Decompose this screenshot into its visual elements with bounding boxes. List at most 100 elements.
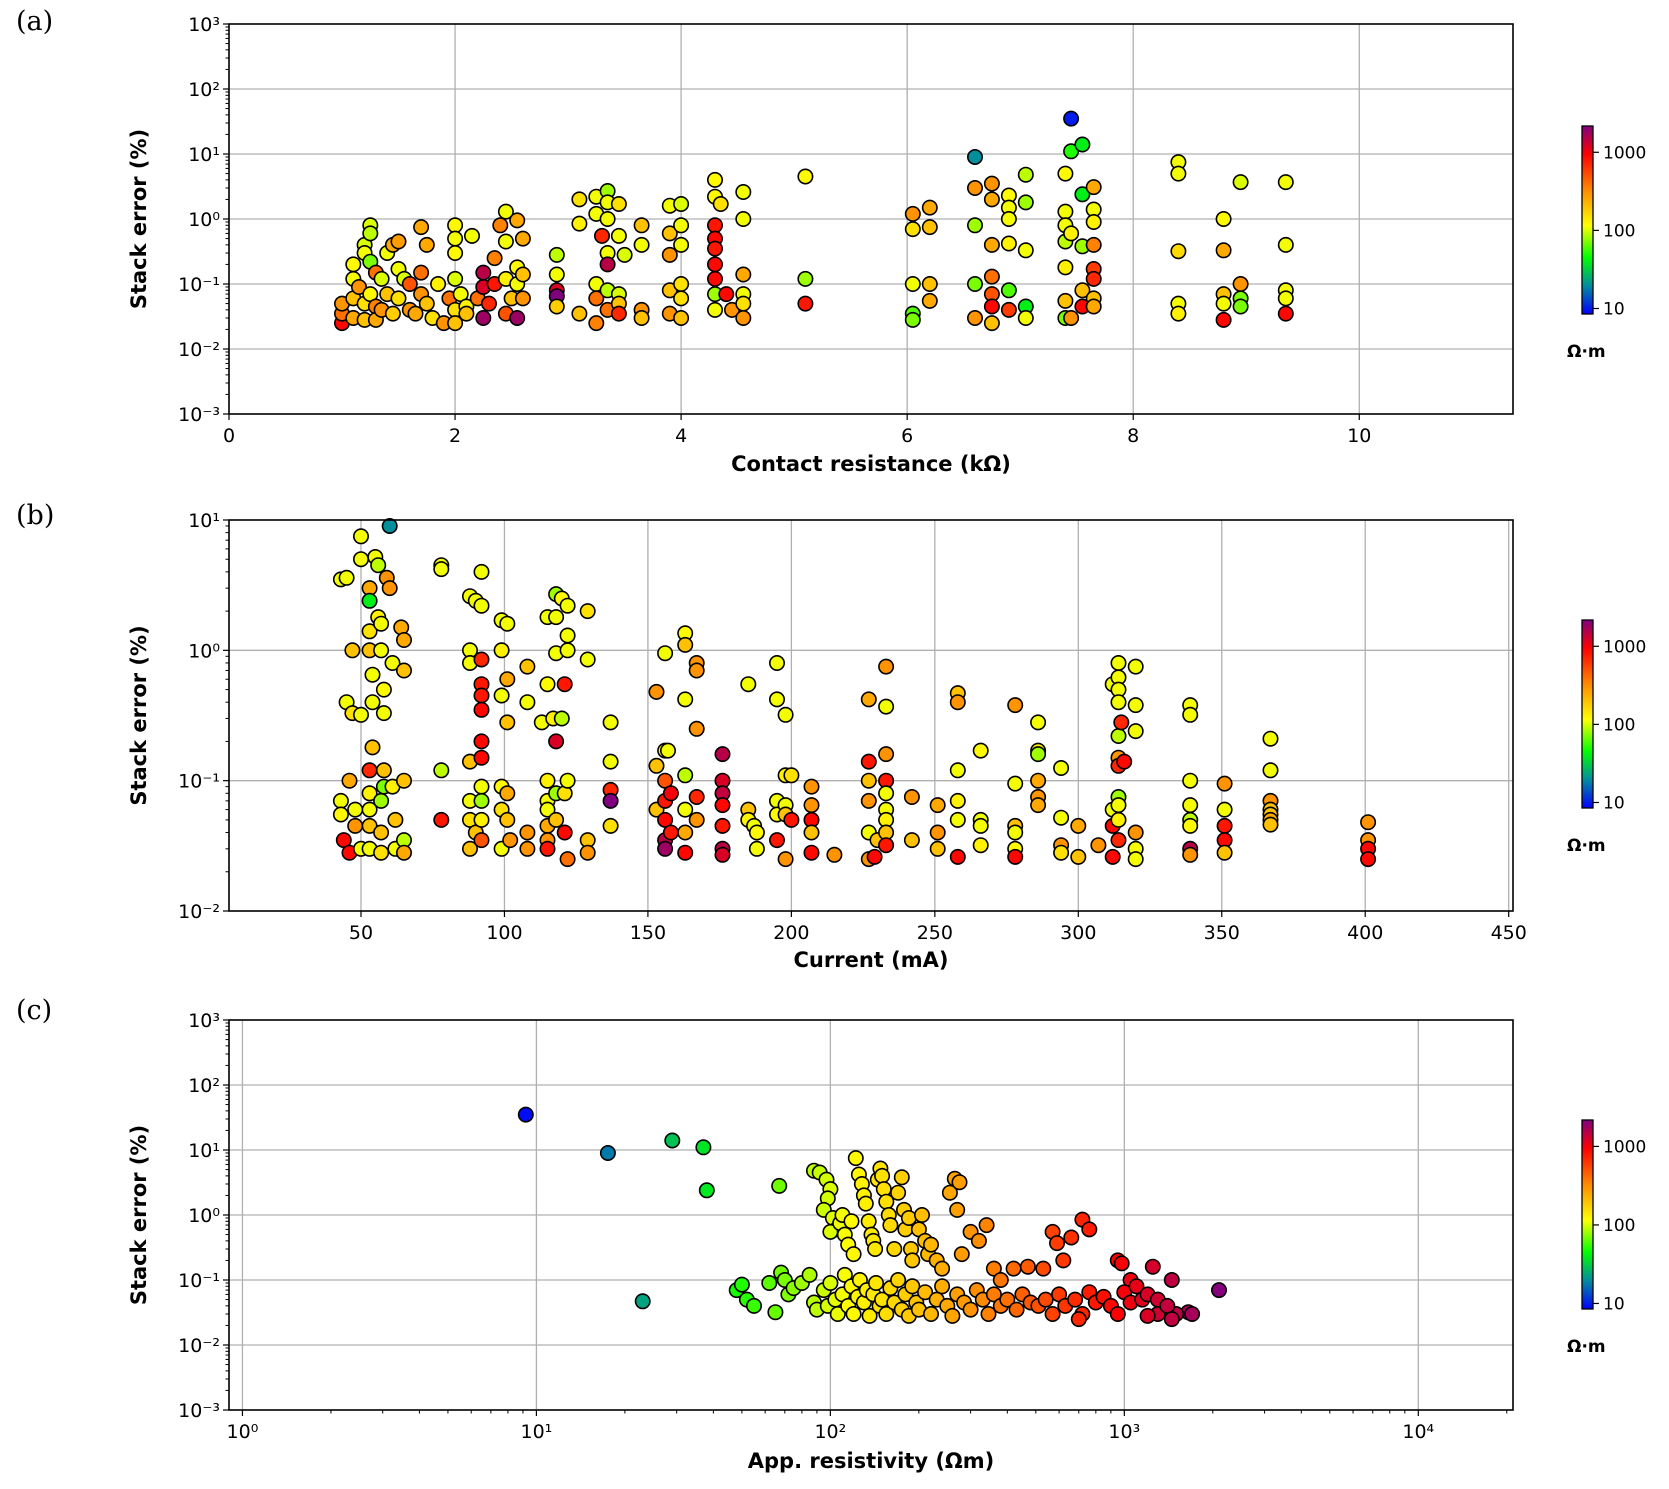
data-point (447, 270, 464, 287)
data-point (673, 196, 690, 213)
data-point (934, 1260, 951, 1277)
data-point (941, 1184, 958, 1201)
data-point (929, 840, 946, 857)
data-point (1182, 797, 1199, 814)
data-point (1215, 295, 1232, 312)
data-point (1127, 697, 1144, 714)
data-point (1182, 772, 1199, 789)
data-point (983, 315, 1000, 332)
data-point (1216, 801, 1233, 818)
data-point (610, 196, 627, 213)
data-point (972, 837, 989, 854)
data-point (588, 315, 605, 332)
data-point (571, 215, 588, 232)
data-point (698, 1182, 715, 1199)
data-point (364, 694, 381, 711)
data-point (1005, 1260, 1022, 1277)
data-point (677, 636, 694, 653)
data-point (1035, 1260, 1052, 1277)
data-point (517, 1106, 534, 1123)
data-point (519, 694, 536, 711)
data-point (1110, 694, 1127, 711)
data-point (917, 1284, 934, 1301)
data-point (1008, 1301, 1025, 1318)
data-point (983, 191, 1000, 208)
data-point (539, 801, 556, 818)
y-tick-label: 10¹ (188, 1140, 220, 1162)
data-point (473, 687, 490, 704)
x-tick-label: 300 (1060, 922, 1096, 944)
y-tick-label: 10⁰ (188, 1205, 220, 1227)
data-point (949, 811, 966, 828)
data-point (559, 642, 576, 659)
data-point (1360, 814, 1377, 831)
data-point (1216, 817, 1233, 834)
data-point (433, 762, 450, 779)
data-point (559, 597, 576, 614)
data-point (992, 1272, 1009, 1289)
data-point (1053, 759, 1070, 776)
colorbar-tick-label: 10 (1603, 793, 1625, 813)
data-point (502, 832, 519, 849)
data-point (874, 1167, 891, 1184)
y-axis-label: Stack error (%) (127, 625, 151, 805)
data-point (706, 256, 723, 273)
data-point (1081, 1221, 1098, 1238)
data-point (1215, 242, 1232, 259)
data-point (688, 788, 705, 805)
data-point (493, 687, 510, 704)
data-point (857, 1195, 874, 1212)
data-point (514, 290, 531, 307)
data-point (1139, 1307, 1156, 1324)
data-point (519, 824, 536, 841)
data-point (860, 792, 877, 809)
data-point (843, 1213, 860, 1230)
data-point (761, 1275, 778, 1292)
data-point (771, 1177, 788, 1194)
data-point (413, 219, 430, 236)
data-point (748, 840, 765, 857)
data-point (458, 305, 475, 322)
data-point (514, 230, 531, 247)
data-point (341, 772, 358, 789)
data-point (1085, 298, 1102, 315)
x-tick-label: 8 (1127, 425, 1139, 447)
data-point (571, 191, 588, 208)
data-point (1085, 179, 1102, 196)
colorbar-tick-label: 10 (1603, 1294, 1625, 1314)
data-point (548, 298, 565, 315)
data-point (1030, 746, 1047, 763)
data-point (370, 557, 387, 574)
x-axis-label: App. resistivity (Ωm) (748, 1449, 995, 1473)
y-tick-label: 10⁻³ (178, 404, 220, 426)
data-point (1000, 235, 1017, 252)
data-point (1053, 844, 1070, 861)
data-point (1007, 824, 1024, 841)
data-point (688, 811, 705, 828)
data-point (949, 848, 966, 865)
data-point (384, 654, 401, 671)
data-point (797, 168, 814, 185)
data-point (384, 305, 401, 322)
data-point (714, 817, 731, 834)
colorbar-tick-label: 1000 (1603, 637, 1646, 657)
data-point (893, 1169, 910, 1186)
data-point (949, 1201, 966, 1218)
data-point (657, 645, 674, 662)
data-point (1007, 848, 1024, 865)
data-point (1030, 714, 1047, 731)
data-point (866, 848, 883, 865)
data-point (1007, 775, 1024, 792)
data-point (1057, 292, 1074, 309)
x-tick-label: 350 (1204, 922, 1240, 944)
data-point (579, 844, 596, 861)
data-point (966, 180, 983, 197)
data-point (966, 149, 983, 166)
data-point (985, 1260, 1002, 1277)
data-point (944, 1307, 961, 1324)
data-point (1232, 298, 1249, 315)
panel-a: (a) 0 2 4 6 8 10 10⁻³ 10⁻² 10⁻¹ 10⁰ 10¹ 10² 10³ Contac… (16, 6, 1646, 476)
data-point (588, 290, 605, 307)
data-point (633, 309, 650, 326)
data-point (688, 720, 705, 737)
